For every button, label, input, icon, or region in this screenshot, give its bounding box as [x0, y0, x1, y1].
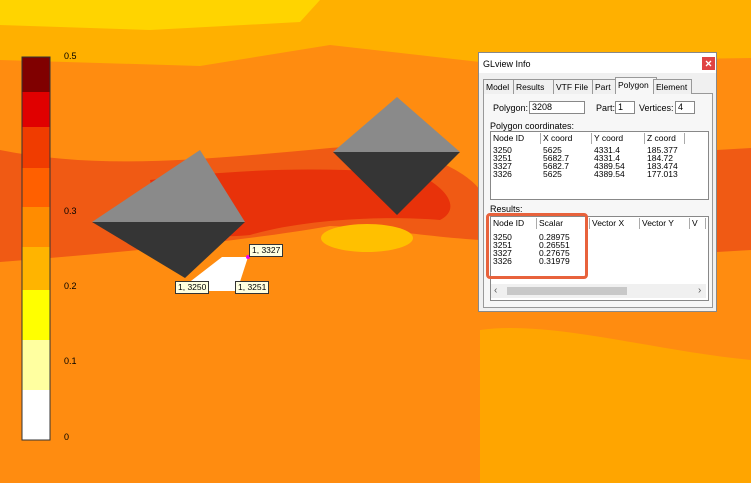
contour [321, 224, 413, 252]
legend-label: 0.3 [64, 206, 77, 216]
cell: 3251 [493, 240, 512, 250]
scroll-right[interactable]: › [698, 285, 702, 296]
legend-swatch [22, 390, 50, 440]
field: 1 [615, 101, 635, 114]
cell: 185.377 [647, 145, 678, 155]
coords-table [490, 131, 709, 200]
cell: 0.27675 [539, 248, 570, 258]
cell: 177.013 [647, 169, 678, 179]
cell: 4389.54 [594, 169, 625, 179]
scroll-thumb[interactable] [507, 287, 627, 295]
contour [480, 327, 751, 483]
column-header: V [690, 218, 706, 229]
contour [0, 0, 320, 30]
column-header: Y coord [592, 133, 645, 144]
cell: 183.474 [647, 161, 678, 171]
tab[interactable]: Results [513, 79, 557, 94]
contour [717, 148, 751, 252]
legend-label: 0 [64, 432, 70, 442]
label: Polygon: [493, 103, 529, 113]
legend-swatch [22, 127, 50, 168]
column-header: Vector Y [640, 218, 690, 229]
cell: 3327 [493, 248, 512, 258]
cell: 0.28975 [539, 232, 570, 242]
node-label: 1, 3251 [235, 281, 270, 294]
cell: 3250 [493, 232, 512, 242]
marker-bottom [92, 222, 245, 278]
cell: 5682.7 [543, 153, 569, 163]
column-header: Node ID [491, 218, 537, 229]
label: Polygon coordinates: [490, 121, 575, 131]
cell: 0.26551 [539, 240, 570, 250]
legend-label: 0.1 [64, 356, 77, 366]
legend-swatch [22, 168, 50, 207]
cell: 4331.4 [594, 145, 620, 155]
dialog: GLview Info Polygon: 3208 Part: 1 Vertic… [478, 52, 717, 312]
cell: 4389.54 [594, 161, 625, 171]
label: Part: [596, 103, 616, 113]
highlight-box [486, 213, 588, 279]
label: Vertices: [639, 103, 674, 113]
node-label: 1, 3250 [175, 281, 210, 294]
legend-swatch [22, 247, 50, 290]
cell: 4331.4 [594, 153, 620, 163]
column-header: Z coord [645, 133, 685, 144]
legend-label: 0.2 [64, 281, 77, 291]
legend-frame [21, 56, 51, 441]
cell: 3251 [493, 153, 512, 163]
field: 4 [675, 101, 695, 114]
title-bar [479, 53, 716, 73]
field: 3208 [529, 101, 585, 114]
legend-label: 0.5 [64, 51, 77, 61]
cell: 5625 [543, 169, 562, 179]
cell: 184.72 [647, 153, 673, 163]
legend-swatch [22, 340, 50, 390]
cell: 3250 [493, 145, 512, 155]
tab[interactable]: VTF File [553, 79, 596, 94]
column-header: Scalar [537, 218, 590, 229]
cell: 3326 [493, 169, 512, 179]
legend-swatch [22, 290, 50, 340]
column-header: Vector X [590, 218, 640, 229]
legend-swatch [22, 57, 50, 92]
tab[interactable]: Polygon [615, 77, 657, 94]
column-header: Node ID [491, 133, 541, 144]
legend-swatch [22, 207, 50, 247]
dialog-title: GLview Info [483, 59, 531, 69]
marker-bottom [333, 152, 460, 215]
marker-top [92, 150, 245, 222]
label: Results: [490, 204, 523, 214]
column-header: X coord [541, 133, 592, 144]
cell: 5625 [543, 145, 562, 155]
close-button[interactable] [702, 57, 715, 70]
cell: 3327 [493, 161, 512, 171]
legend-swatch [22, 92, 50, 127]
tab[interactable]: Element [653, 79, 692, 94]
cell: 3326 [493, 256, 512, 266]
cell: 0.31979 [539, 256, 570, 266]
marker-top [333, 97, 460, 152]
scroll-left[interactable]: ‹ [494, 285, 498, 296]
node-label: 1, 3327 [249, 244, 284, 257]
cell: 5682.7 [543, 161, 569, 171]
tab[interactable]: Model [483, 79, 517, 94]
